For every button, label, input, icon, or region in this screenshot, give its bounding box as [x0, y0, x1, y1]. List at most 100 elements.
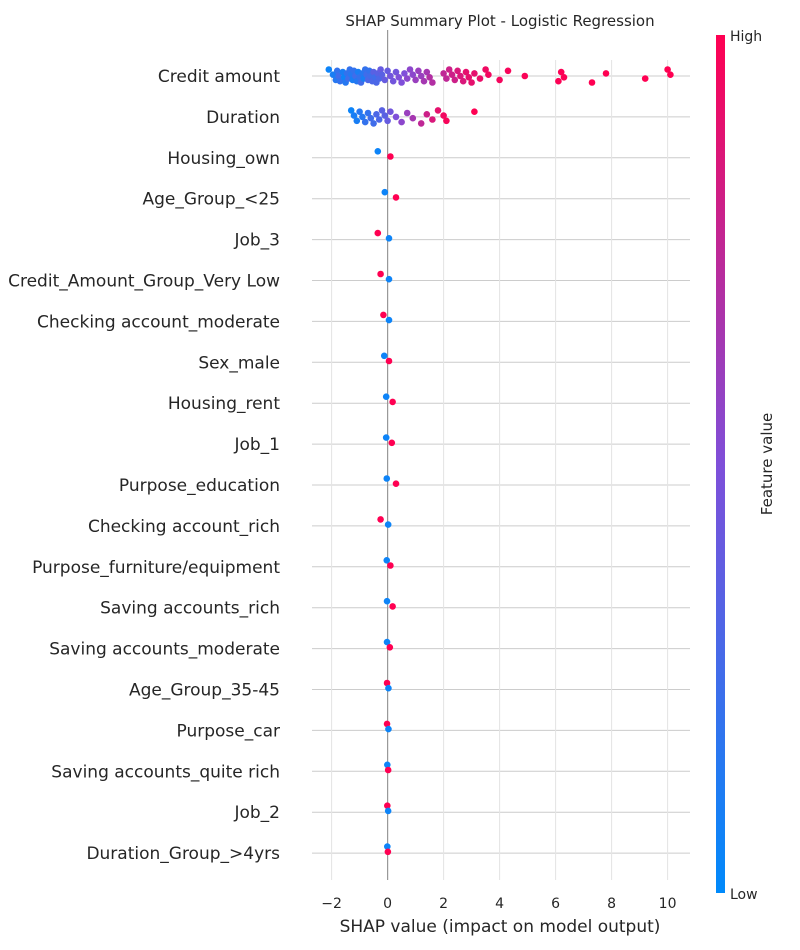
feature-labels: Credit amount Duration Housing_own Age_Grou…	[8, 67, 280, 864]
shap-point	[445, 66, 453, 73]
shap-point	[423, 68, 431, 76]
feature-label: Saving accounts_quite rich	[51, 762, 280, 782]
colorbar-high-label: High	[730, 29, 762, 45]
shap-point	[415, 67, 422, 75]
feature-label: Duration_Group_>4yrs	[86, 844, 280, 864]
shap-point	[384, 766, 392, 774]
shap-point	[378, 107, 386, 114]
shap-point	[409, 114, 417, 122]
shap-point	[403, 75, 411, 82]
shap-point	[476, 75, 484, 82]
shap-point	[641, 75, 649, 82]
shap-point	[380, 311, 387, 319]
shap-point	[664, 66, 671, 73]
shap-point	[383, 557, 391, 564]
shap-point	[383, 638, 391, 646]
shap-point	[367, 114, 375, 122]
shap-point	[443, 117, 450, 125]
shap-point	[356, 108, 363, 115]
shap-point	[448, 71, 456, 78]
shap-point	[395, 74, 403, 81]
shap-point	[382, 434, 390, 441]
shap-point	[434, 107, 442, 114]
shap-point	[471, 108, 478, 115]
x-tick-label: 2	[439, 896, 448, 912]
shap-point	[555, 77, 562, 85]
shap-point	[385, 316, 393, 324]
shap-point	[383, 597, 391, 605]
shap-point	[384, 117, 391, 125]
feature-label: Credit_Amount_Group_Very Low	[8, 272, 280, 292]
shap-point	[384, 807, 392, 815]
shap-point	[440, 70, 447, 77]
shap-point	[384, 67, 391, 75]
shap-point	[347, 107, 355, 114]
feature-label: Age_Group_<25	[142, 190, 280, 210]
shap-point	[557, 68, 565, 76]
shap-point	[374, 148, 382, 155]
feature-label: Saving accounts_rich	[100, 599, 280, 619]
shap-point	[485, 71, 492, 78]
feature-label: Housing_rent	[168, 394, 280, 414]
x-axis-label: SHAP value (impact on model output)	[340, 917, 661, 937]
shap-point	[403, 109, 411, 117]
shap-point	[374, 229, 382, 237]
shap-point	[378, 71, 386, 78]
feature-label: Duration	[206, 108, 280, 128]
x-tick-label: 8	[607, 896, 616, 912]
shap-point	[521, 72, 529, 80]
shap-point	[375, 116, 383, 123]
shap-point	[454, 67, 461, 75]
shap-point	[389, 603, 396, 610]
shap-point	[602, 70, 610, 77]
shap-point	[384, 761, 391, 769]
shap-point	[387, 72, 394, 80]
shap-point	[468, 79, 475, 86]
shap-point	[423, 111, 431, 118]
shap-point	[384, 802, 391, 809]
shap-point	[409, 71, 417, 78]
shap-point	[381, 188, 389, 196]
shap-point	[387, 562, 394, 569]
shap-point	[398, 79, 405, 86]
shap-point	[389, 77, 397, 85]
shap-point	[386, 644, 394, 651]
shap-point	[387, 108, 394, 115]
shap-point	[426, 74, 433, 81]
feature-label: Purpose_education	[119, 476, 280, 496]
shap-point	[377, 66, 384, 73]
shap-point	[385, 725, 392, 733]
x-tick-label: 6	[551, 896, 560, 912]
shap-point	[465, 74, 473, 81]
shap-point	[325, 66, 333, 73]
shap-point	[359, 113, 366, 121]
shap-point	[333, 67, 341, 75]
shap-point	[417, 120, 425, 127]
shap-point	[462, 68, 470, 76]
chart-title: SHAP Summary Plot - Logistic Regression	[345, 12, 654, 30]
shap-point	[412, 76, 419, 84]
x-tick-label: 4	[495, 896, 504, 912]
shap-point	[381, 76, 389, 84]
shap-point	[385, 235, 393, 242]
shap-point	[440, 112, 447, 119]
shap-point	[392, 194, 400, 201]
shap-point	[353, 117, 361, 125]
shap-point	[329, 71, 337, 78]
shap-point	[471, 70, 478, 77]
grid-lines	[312, 60, 690, 880]
shap-point	[377, 516, 384, 523]
feature-label: Job_2	[233, 803, 280, 823]
shap-point	[406, 66, 414, 73]
shap-point	[451, 76, 459, 84]
shap-point	[385, 684, 392, 692]
shap-point	[417, 72, 425, 80]
shap-point	[459, 77, 467, 85]
shap-point	[383, 720, 391, 728]
feature-label: Age_Group_35-45	[129, 681, 280, 701]
shap-point	[384, 843, 391, 850]
feature-label: Purpose_car	[177, 721, 280, 741]
shap-point	[385, 275, 393, 283]
shap-point	[370, 120, 377, 127]
